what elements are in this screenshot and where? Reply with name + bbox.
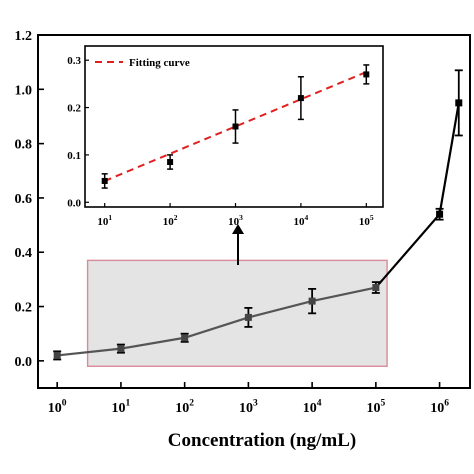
inset-data-point <box>101 177 108 184</box>
x-tick-label: 102 <box>175 399 194 416</box>
x-axis-title: Concentration (ng/mL) <box>168 430 356 451</box>
x-tick-label: 105 <box>366 399 385 416</box>
data-line-segment <box>248 300 313 319</box>
data-point <box>181 334 189 342</box>
data-point <box>436 210 444 218</box>
inset-y-tick-label: 0.3 <box>67 55 81 67</box>
y-tick-label: 0.8 <box>15 138 33 153</box>
inset-y-tick-label: 0.1 <box>67 150 81 162</box>
inset-plot: 101 102 103 104 105 0.0 0.1 0.2 0.3 Fitting curve <box>67 45 384 228</box>
x-tick-label: 106 <box>430 399 449 416</box>
data-point <box>53 351 61 359</box>
main-plot-frame <box>37 34 471 389</box>
data-line-segment <box>438 102 460 215</box>
y-tick-label: 1.2 <box>15 29 33 44</box>
data-line-segment <box>184 316 249 339</box>
x-tick-label: 104 <box>303 399 322 416</box>
y-tick-label: 0.6 <box>15 192 33 207</box>
highlight-region <box>86 259 388 367</box>
inset-data-point <box>167 159 174 166</box>
inset-x-tick-label: 101 <box>97 213 112 228</box>
y-tick-label: 0.0 <box>15 355 33 370</box>
inset-x-tick-label: 102 <box>163 213 178 228</box>
inset-x-tick-label: 103 <box>228 213 243 228</box>
inset-data-point <box>232 123 239 130</box>
inset-x-tick-label: 104 <box>294 213 309 228</box>
main-plot: 100 101 102 103 104 105 106 0.0 0.2 0.4 0.6 0.8 1.0 1… <box>15 29 471 416</box>
y-tick-label: 1.0 <box>15 83 33 98</box>
x-tick-label: 100 <box>48 399 67 416</box>
data-line-segment <box>311 286 377 303</box>
x-tick-label: 103 <box>239 399 258 416</box>
inset-y-tick-label: 0.2 <box>67 103 81 115</box>
inset-x-tick-label: 105 <box>359 213 374 228</box>
x-tick-label: 101 <box>112 399 131 416</box>
inset-data-point <box>363 71 370 78</box>
inset-data-point <box>297 95 304 102</box>
data-point <box>372 284 380 292</box>
inset-y-tick-label: 0.0 <box>67 197 81 209</box>
data-point <box>455 99 463 107</box>
legend-label: Fitting curve <box>129 57 190 69</box>
data-line-segment <box>57 347 122 357</box>
data-point <box>244 313 252 321</box>
data-line-segment <box>375 213 441 289</box>
arrow-head <box>232 224 244 234</box>
data-point <box>308 297 316 305</box>
data-point <box>117 345 125 353</box>
data-line-segment <box>120 336 185 350</box>
y-tick-label: 0.4 <box>15 246 33 261</box>
y-tick-label: 0.2 <box>15 301 33 316</box>
